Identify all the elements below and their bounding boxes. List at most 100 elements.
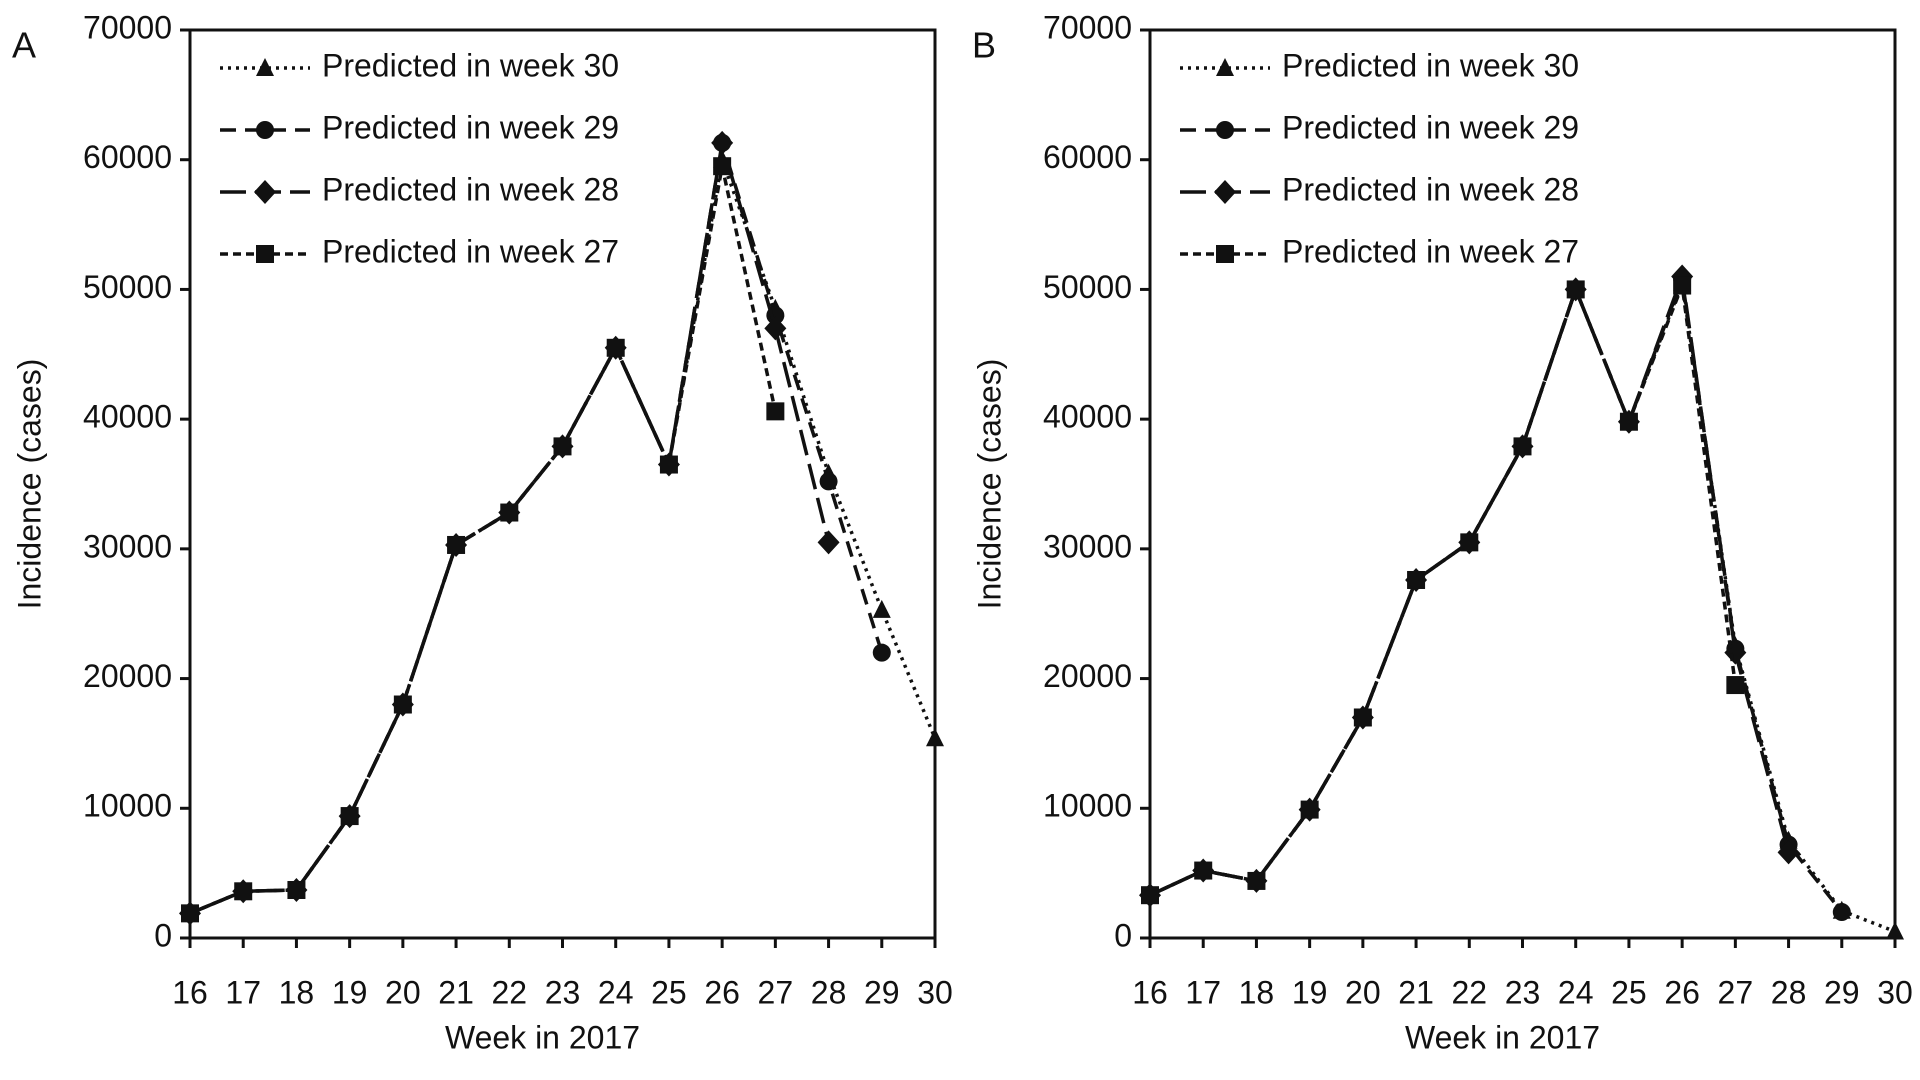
marker bbox=[766, 402, 785, 421]
marker bbox=[819, 472, 838, 491]
marker bbox=[817, 530, 840, 555]
x-tick-label: 28 bbox=[1771, 974, 1807, 1010]
marker bbox=[1407, 570, 1426, 589]
plot-frame bbox=[1148, 28, 1897, 940]
x-tick-label: 19 bbox=[332, 974, 368, 1010]
legend-label: Predicted in week 30 bbox=[322, 47, 619, 83]
marker bbox=[287, 881, 306, 900]
marker bbox=[234, 882, 253, 901]
marker bbox=[1460, 533, 1479, 552]
marker bbox=[1247, 871, 1266, 890]
x-tick-label: 23 bbox=[545, 974, 581, 1010]
legend-marker bbox=[256, 245, 274, 263]
legend-label: Predicted in week 29 bbox=[322, 109, 619, 145]
x-axis-label: Week in 2017 bbox=[445, 1019, 640, 1055]
x-tick-label: 16 bbox=[1132, 974, 1168, 1010]
marker bbox=[340, 807, 359, 826]
marker bbox=[1619, 412, 1638, 431]
y-tick-label: 30000 bbox=[83, 528, 172, 564]
marker bbox=[713, 157, 732, 176]
x-tick-label: 30 bbox=[1877, 974, 1913, 1010]
marker bbox=[1513, 437, 1532, 456]
marker bbox=[606, 338, 625, 357]
panel-label: A bbox=[12, 25, 36, 66]
x-tick-label: 24 bbox=[1558, 974, 1594, 1010]
marker bbox=[393, 695, 412, 714]
x-tick-label: 26 bbox=[1664, 974, 1700, 1010]
x-tick-label: 26 bbox=[704, 974, 740, 1010]
legend-marker bbox=[254, 180, 276, 204]
series-line bbox=[1149, 275, 1791, 897]
marker bbox=[1673, 276, 1692, 295]
y-tick-label: 40000 bbox=[1043, 399, 1132, 435]
x-axis-label: Week in 2017 bbox=[1405, 1019, 1600, 1055]
legend-label: Predicted in week 27 bbox=[322, 233, 619, 269]
x-tick-label: 25 bbox=[1611, 974, 1647, 1010]
x-tick-label: 19 bbox=[1292, 974, 1328, 1010]
marker bbox=[1353, 708, 1372, 727]
marker bbox=[1141, 886, 1159, 905]
legend-marker bbox=[256, 121, 274, 139]
y-tick-label: 0 bbox=[1114, 917, 1132, 953]
y-tick-label: 20000 bbox=[83, 658, 172, 694]
marker bbox=[926, 728, 944, 747]
legend-marker bbox=[1216, 245, 1234, 263]
y-tick-label: 70000 bbox=[1043, 9, 1132, 45]
x-tick-label: 29 bbox=[1824, 974, 1860, 1010]
x-tick-label: 17 bbox=[1185, 974, 1221, 1010]
legend-marker bbox=[1214, 180, 1236, 204]
marker bbox=[1832, 903, 1851, 922]
legend-label: Predicted in week 29 bbox=[1282, 109, 1579, 145]
x-tick-label: 16 bbox=[172, 974, 208, 1010]
y-tick-label: 60000 bbox=[83, 139, 172, 175]
x-tick-label: 20 bbox=[1345, 974, 1381, 1010]
y-tick-label: 50000 bbox=[1043, 269, 1132, 305]
series-line bbox=[189, 165, 778, 915]
marker bbox=[872, 643, 891, 662]
chart-panel: A 0 10000 20000 30000 40000 50000 60000 70000 16 1… bbox=[11, 9, 952, 1055]
marker bbox=[500, 503, 519, 522]
legend-marker bbox=[1216, 58, 1234, 76]
x-tick-label: 21 bbox=[1398, 974, 1434, 1010]
marker bbox=[181, 904, 199, 923]
y-tick-label: 10000 bbox=[83, 788, 172, 824]
legend-label: Predicted in week 28 bbox=[1282, 171, 1579, 207]
marker bbox=[872, 599, 891, 618]
legend-label: Predicted in week 28 bbox=[322, 171, 619, 207]
y-tick-label: 10000 bbox=[1043, 788, 1132, 824]
marker bbox=[1566, 280, 1585, 299]
x-tick-label: 17 bbox=[225, 974, 261, 1010]
x-tick-label: 27 bbox=[758, 974, 794, 1010]
x-tick-label: 20 bbox=[385, 974, 421, 1010]
x-tick-label: 25 bbox=[651, 974, 687, 1010]
y-tick-label: 70000 bbox=[83, 9, 172, 45]
series-line bbox=[1149, 284, 1738, 897]
legend-label: Predicted in week 27 bbox=[1282, 233, 1579, 269]
legend-marker bbox=[1216, 121, 1234, 139]
marker bbox=[764, 316, 787, 341]
x-tick-label: 22 bbox=[491, 974, 527, 1010]
y-tick-label: 30000 bbox=[1043, 528, 1132, 564]
x-tick-label: 22 bbox=[1451, 974, 1487, 1010]
y-tick-label: 40000 bbox=[83, 399, 172, 435]
y-tick-label: 20000 bbox=[1043, 658, 1132, 694]
x-tick-label: 29 bbox=[864, 974, 900, 1010]
marker bbox=[1777, 840, 1800, 865]
x-tick-label: 21 bbox=[438, 974, 474, 1010]
x-tick-label: 24 bbox=[598, 974, 634, 1010]
marker bbox=[1300, 800, 1319, 819]
series-line bbox=[1149, 278, 1844, 914]
panel-label: B bbox=[972, 25, 996, 66]
x-tick-label: 18 bbox=[1239, 974, 1275, 1010]
marker bbox=[1194, 861, 1213, 880]
x-tick-label: 23 bbox=[1505, 974, 1541, 1010]
y-tick-label: 60000 bbox=[1043, 139, 1132, 175]
y-tick-label: 50000 bbox=[83, 269, 172, 305]
chart-panel: B 0 10000 20000 30000 40000 50000 60000 70000 16 1… bbox=[971, 9, 1912, 1055]
marker bbox=[711, 130, 734, 155]
x-tick-label: 18 bbox=[279, 974, 315, 1010]
legend-label: Predicted in week 30 bbox=[1282, 47, 1579, 83]
x-tick-label: 27 bbox=[1718, 974, 1754, 1010]
